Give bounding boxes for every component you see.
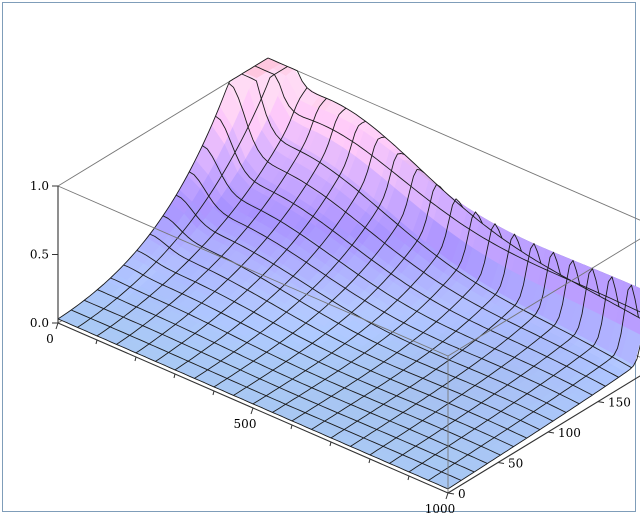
mesh-line-y — [57, 318, 449, 490]
mesh-line-y — [228, 82, 619, 378]
y-tick-mark — [447, 492, 455, 495]
x-minor-tick — [407, 475, 410, 481]
z-tick-label: 0.0 — [30, 316, 49, 330]
mesh-line-y — [110, 277, 501, 456]
mesh-line-y — [70, 309, 462, 481]
x-minor-tick — [368, 458, 371, 464]
bounding-box-front — [57, 185, 640, 493]
mesh-line-y — [123, 264, 514, 448]
mesh-line-y — [267, 57, 640, 319]
x-tick-label: 500 — [234, 417, 257, 431]
mesh-line-y — [175, 194, 567, 413]
box-edge-front-1 — [57, 185, 449, 357]
mesh-line-y — [162, 215, 554, 422]
mesh-line-y — [84, 299, 475, 473]
mesh-line-y — [97, 289, 488, 464]
mesh-line-y — [215, 115, 606, 387]
y-tick-mark — [597, 401, 605, 404]
x-tick-mark — [250, 407, 254, 415]
x-tick-mark — [55, 322, 59, 330]
z-tick-label: 1.0 — [30, 179, 49, 193]
mesh-line-y — [189, 171, 580, 405]
x-minor-tick — [134, 356, 137, 362]
box-edge-back-4 — [267, 57, 640, 221]
x-minor-tick — [173, 373, 176, 379]
tick-labels: 050010000501001502000.00.51.0 — [30, 179, 631, 516]
y-tick-mark — [497, 462, 505, 465]
x-minor-tick — [290, 424, 293, 430]
y-tick-label: 50 — [508, 457, 523, 471]
mesh-line-y — [202, 145, 593, 396]
box-edge-front-2 — [447, 238, 640, 357]
y-tick-label: 0 — [458, 487, 466, 501]
mesh-line-y — [241, 73, 633, 369]
mesh-line-y — [254, 65, 640, 313]
y-tick-label: 100 — [558, 426, 581, 440]
y-tick-mark — [547, 431, 555, 434]
x-tick-mark — [445, 492, 449, 500]
mesh-line-y — [136, 249, 527, 439]
x-minor-tick — [212, 390, 215, 396]
x-minor-tick — [95, 339, 98, 345]
x-tick-label: 0 — [46, 332, 54, 346]
surface — [57, 57, 640, 490]
y-tick-label: 150 — [608, 396, 631, 410]
z-tick-label: 0.5 — [30, 248, 49, 262]
x-tick-label: 1000 — [425, 502, 456, 516]
y-axis — [447, 375, 640, 494]
x-minor-tick — [329, 441, 332, 447]
mesh-line-y — [149, 233, 541, 431]
